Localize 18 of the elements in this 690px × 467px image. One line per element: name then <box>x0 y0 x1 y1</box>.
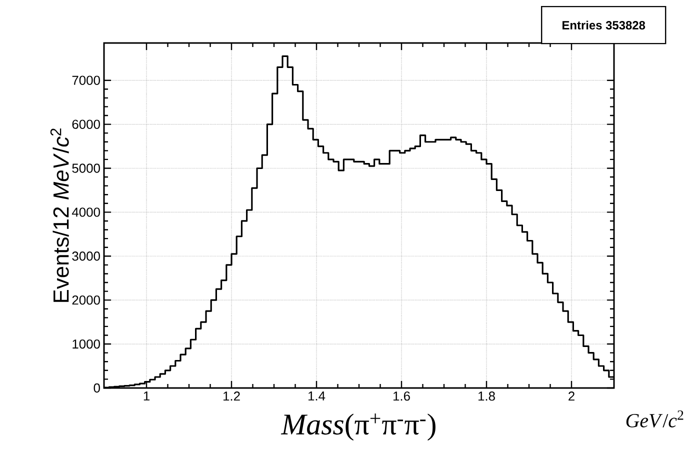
x-tick-label: 2 <box>568 392 574 401</box>
y-tick-label: 1000 <box>72 339 100 349</box>
x-tick-label: 1.8 <box>478 392 495 401</box>
y-tick-label: 2000 <box>72 296 100 305</box>
x-tick-label: 1.6 <box>393 392 410 401</box>
x-tick-label: 1.4 <box>308 392 326 400</box>
y-tick-label: 7000 <box>72 76 100 85</box>
y-tick-label: 0 <box>94 383 100 393</box>
x-tick-label: 1 <box>144 392 150 400</box>
y-tick-label: 6000 <box>72 120 100 129</box>
text: Entries 353828 <box>562 20 646 30</box>
y-tick-label: 5000 <box>72 164 100 173</box>
x-tick-label: 1.2 <box>223 392 240 401</box>
x-axis-title: Mass(π$^{+}$π$^{-}$π$^{-}$) <box>280 414 436 441</box>
y-tick-label: 4000 <box>72 208 100 217</box>
text: GeV/c$^{2}$ <box>626 410 684 428</box>
y-tick-label: 3000 <box>72 252 100 261</box>
y-axis-title: Events/12 MeV/c$^{2}$ <box>50 128 69 302</box>
